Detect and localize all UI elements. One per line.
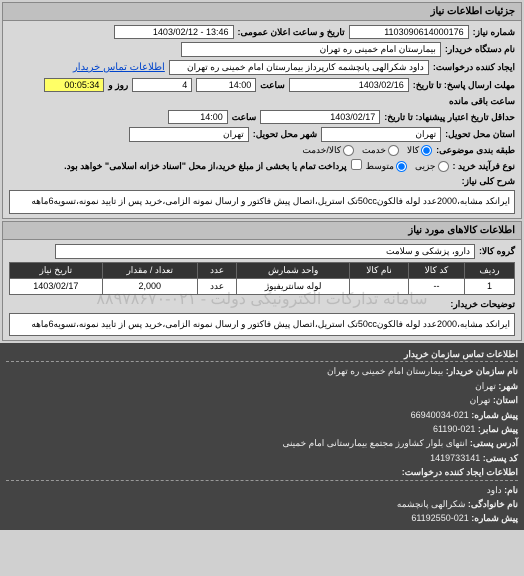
budget-opt-b: خدمت xyxy=(362,145,386,156)
budget-label: طبقه بندی موضوعی: xyxy=(436,145,515,156)
c-fax: 021-61190 xyxy=(433,424,475,434)
c-lname-label: نام خانوادگی: xyxy=(468,499,518,509)
c-phone: 021-66940034 xyxy=(411,410,469,420)
contact-link[interactable]: اطلاعات تماس خریدار xyxy=(73,62,165,73)
buyer-org-field: بیمارستان امام خمینی ره تهران xyxy=(181,42,441,57)
c-org-label: نام سازمان خریدار: xyxy=(446,366,518,376)
th-4: عدد xyxy=(197,262,237,278)
c-cphone-label: پیش شماره: xyxy=(471,513,518,523)
valid-date-field: 1403/02/17 xyxy=(260,110,380,124)
c-name-label: نام: xyxy=(504,485,518,495)
budget-opt-a: کالا xyxy=(407,145,419,156)
group-label: گروه کالا: xyxy=(479,246,515,257)
req-no-label: شماره نیاز: xyxy=(473,27,515,38)
budget-radio-c[interactable] xyxy=(343,145,354,156)
creator-title: اطلاعات ایجاد کننده درخواست: xyxy=(6,465,518,480)
purchase-note: پرداخت تمام یا بخشی از مبلغ خرید،از محل … xyxy=(64,161,347,172)
pub-date-label: تاریخ و ساعت اعلان عمومی: xyxy=(238,27,345,38)
valid-label: حداقل تاریخ اعتبار پیشنهاد: تا تاریخ: xyxy=(384,112,515,123)
c-cphone: 021-61192550 xyxy=(411,513,468,523)
buyer-note-box: ایرانکد مشابه،2000عدد لوله فالکون50ccتک … xyxy=(9,313,515,337)
c-addr-label: آدرس پستی: xyxy=(470,438,518,448)
th-1: کد کالا xyxy=(409,262,465,278)
c-fax-label: پیش نمابر: xyxy=(478,424,518,434)
resp-date-field: 1403/02/16 xyxy=(289,78,409,92)
contact-section: اطلاعات تماس سازمان خریدار نام سازمان خر… xyxy=(0,343,524,530)
purchase-radio-b[interactable] xyxy=(396,161,407,172)
purchase-opt-b: متوسط xyxy=(366,161,394,172)
c-name: داود xyxy=(487,485,502,495)
c-city: تهران xyxy=(475,381,496,391)
days-left-field: 4 xyxy=(132,78,192,92)
td-0: 1 xyxy=(465,278,515,294)
th-5: تعداد / مقدار xyxy=(102,262,197,278)
table-header-row: ردیف کد کالا نام کالا واحد شمارش عدد تعد… xyxy=(10,262,515,278)
c-province: تهران xyxy=(470,395,491,405)
requester-label: ایجاد کننده درخواست: xyxy=(433,62,515,73)
time-label-1: ساعت xyxy=(260,80,285,91)
goods-table-wrap: ردیف کد کالا نام کالا واحد شمارش عدد تعد… xyxy=(9,262,515,337)
requester-field: داود شکرالهی پانچشمه کارپرداز بیمارستان … xyxy=(169,60,429,75)
purchase-opt-a: جزیی xyxy=(415,161,436,172)
group-field: دارو، پزشکی و سلامت xyxy=(55,244,475,259)
c-province-label: استان: xyxy=(493,395,518,405)
purchase-radio-a[interactable] xyxy=(438,161,449,172)
details-panel: جزئیات اطلاعات نیاز شماره نیاز: 11030906… xyxy=(2,2,522,219)
c-lname: شکرالهی پانچشمه xyxy=(397,499,466,509)
resp-deadline-label: مهلت ارسال پاسخ: تا تاریخ: xyxy=(413,80,515,91)
resp-time-field: 14:00 xyxy=(196,78,256,92)
contact-title: اطلاعات تماس سازمان خریدار xyxy=(6,347,518,362)
purchase-label: نوع فرآیند خرید : xyxy=(453,161,516,172)
th-3: واحد شمارش xyxy=(237,262,350,278)
buyer-org-label: نام دستگاه خریدار: xyxy=(445,44,515,55)
td-4: عدد xyxy=(197,278,237,294)
purchase-radio-group: جزیی متوسط xyxy=(366,161,449,172)
td-5: 2,000 xyxy=(102,278,197,294)
goods-panel: اطلاعات کالاهای مورد نیاز گروه کالا: دار… xyxy=(2,221,522,342)
th-2: نام کالا xyxy=(349,262,408,278)
td-6: 1403/02/17 xyxy=(10,278,103,294)
pub-date-field: 13:46 - 1403/02/12 xyxy=(114,25,234,39)
c-postal: 1419733141 xyxy=(430,453,480,463)
budget-radio-b[interactable] xyxy=(388,145,399,156)
c-addr: انتهای بلوار کشاورز مجتمع بیمارستانی اما… xyxy=(282,438,467,448)
budget-radio-a[interactable] xyxy=(421,145,432,156)
days-label: روز و xyxy=(108,80,128,91)
budget-radio-group: کالا خدمت کالا/خدمت xyxy=(302,145,432,156)
delivery-city-field: تهران xyxy=(129,127,249,142)
th-0: ردیف xyxy=(465,262,515,278)
td-3: لوله سانتریفیوژ xyxy=(237,278,350,294)
buyer-note-label: توضیحات خریدار: xyxy=(450,299,515,310)
td-2 xyxy=(349,278,408,294)
td-1: -- xyxy=(409,278,465,294)
th-6: تاریخ نیاز xyxy=(10,262,103,278)
time-label-2: ساعت xyxy=(232,112,257,123)
panel-title: جزئیات اطلاعات نیاز xyxy=(3,3,521,21)
delivery-state-label: استان محل تحویل: xyxy=(445,129,515,140)
desc-box: ایرانکد مشابه،2000عدد لوله فالکون50ccتک … xyxy=(9,190,515,214)
c-city-label: شهر: xyxy=(498,381,518,391)
table-row: 1 -- لوله سانتریفیوژ عدد 2,000 1403/02/1… xyxy=(10,278,515,294)
c-postal-label: کد پستی: xyxy=(483,453,518,463)
goods-panel-title: اطلاعات کالاهای مورد نیاز xyxy=(3,222,521,240)
delivery-city-label: شهر محل تحویل: xyxy=(253,129,317,140)
treasury-checkbox[interactable] xyxy=(351,159,362,170)
c-org: بیمارستان امام خمینی ره تهران xyxy=(327,366,443,376)
remain-time-field: 00:05:34 xyxy=(44,78,104,92)
goods-table: ردیف کد کالا نام کالا واحد شمارش عدد تعد… xyxy=(9,262,515,295)
req-no-field: 1103090614000176 xyxy=(349,25,469,39)
c-phone-label: پیش شماره: xyxy=(471,410,518,420)
delivery-state-field: تهران xyxy=(321,127,441,142)
valid-time-field: 14:00 xyxy=(168,110,228,124)
desc-label: شرح کلی نیاز: xyxy=(462,176,515,187)
budget-opt-c: کالا/خدمت xyxy=(302,145,341,156)
remain-label: ساعت باقی مانده xyxy=(449,96,515,107)
